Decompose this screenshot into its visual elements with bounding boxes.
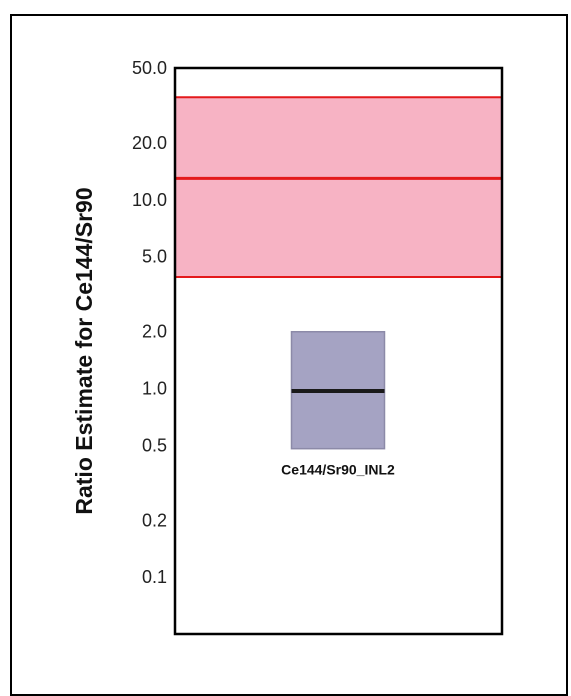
- y-tick-label: 0.5: [142, 435, 167, 455]
- reference-band: [175, 97, 502, 278]
- y-tick-label: 1.0: [142, 379, 167, 399]
- y-tick-label: 5.0: [142, 247, 167, 267]
- y-tick-label: 0.1: [142, 567, 167, 587]
- plot-area: [173, 66, 504, 636]
- y-tick-label: 20.0: [132, 133, 167, 153]
- y-tick-label: 10.0: [132, 190, 167, 210]
- y-tick-labels: 50.0 20.0 10.0 5.0 2.0 1.0 0.5 0.2 0.1: [132, 58, 167, 587]
- y-tick-label: 50.0: [132, 58, 167, 78]
- y-axis-title: Ratio Estimate for Ce144/Sr90: [71, 187, 97, 514]
- y-tick-label: 2.0: [142, 322, 167, 342]
- box-label: Ce144/Sr90_INL2: [281, 462, 395, 478]
- y-tick-label: 0.2: [142, 510, 167, 530]
- boxes-layer: Ce144/Sr90_INL2: [281, 330, 395, 478]
